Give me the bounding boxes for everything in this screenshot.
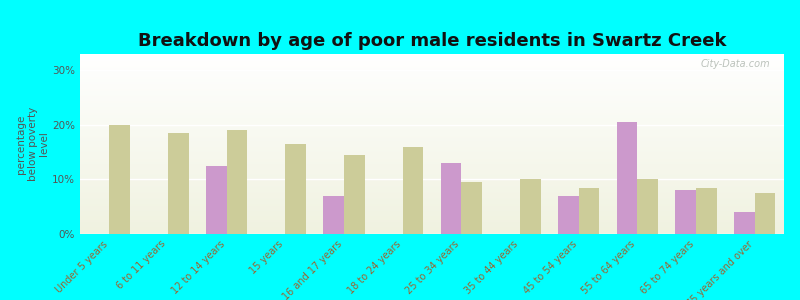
Title: Breakdown by age of poor male residents in Swartz Creek: Breakdown by age of poor male residents … xyxy=(138,32,726,50)
Y-axis label: percentage
below poverty
level: percentage below poverty level xyxy=(16,107,50,181)
Bar xyxy=(462,182,482,234)
Bar xyxy=(675,190,696,234)
Bar xyxy=(226,130,247,234)
Bar xyxy=(754,193,775,234)
Bar xyxy=(323,196,344,234)
Bar xyxy=(110,125,130,234)
Bar xyxy=(617,122,638,234)
Text: City-Data.com: City-Data.com xyxy=(700,59,770,69)
Bar xyxy=(696,188,717,234)
Bar xyxy=(402,147,423,234)
Bar xyxy=(286,144,306,234)
Bar xyxy=(578,188,599,234)
Bar xyxy=(734,212,754,234)
Bar xyxy=(638,179,658,234)
Bar xyxy=(520,179,541,234)
Bar xyxy=(168,133,189,234)
Bar xyxy=(344,155,365,234)
Bar xyxy=(558,196,578,234)
Bar xyxy=(206,166,226,234)
Bar xyxy=(441,163,462,234)
